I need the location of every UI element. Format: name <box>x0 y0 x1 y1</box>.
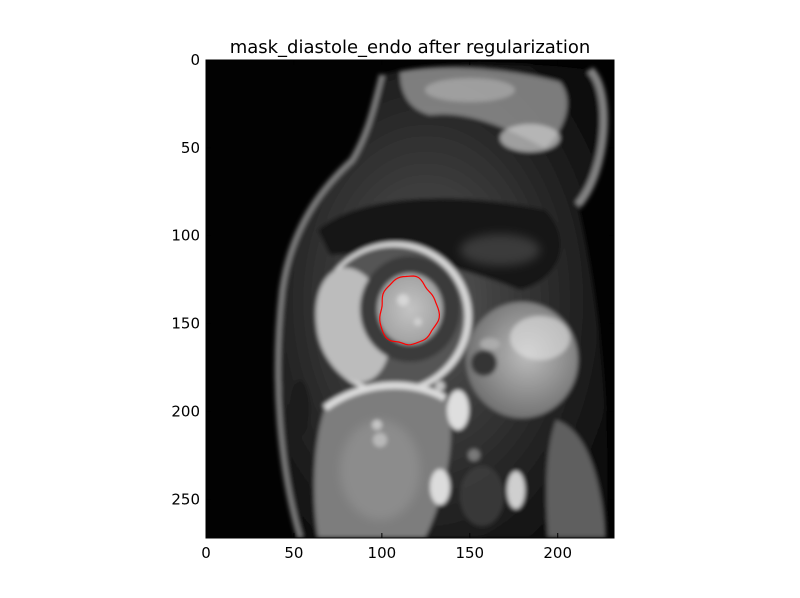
y-tick-label: 150 <box>171 315 200 333</box>
y-tick-label: 0 <box>190 51 200 69</box>
y-tick-label: 50 <box>181 139 200 157</box>
y-tick-label: 200 <box>171 402 200 420</box>
x-tick-label: 150 <box>455 544 484 562</box>
y-tick-label: 100 <box>171 227 200 245</box>
axes-frame <box>205 59 615 539</box>
figure-title: mask_diastole_endo after regularization <box>230 37 591 58</box>
y-tick-label: 250 <box>171 490 200 508</box>
x-tick-label: 100 <box>368 544 397 562</box>
x-axis: 0 50 100 150 200 <box>201 60 572 562</box>
x-tick-label: 50 <box>284 544 303 562</box>
x-tick-label: 0 <box>201 544 211 562</box>
x-tick-label: 200 <box>543 544 572 562</box>
y-axis: 0 50 100 150 200 250 <box>171 51 614 508</box>
endocardium-contour <box>379 275 441 346</box>
mri-image <box>206 60 614 538</box>
